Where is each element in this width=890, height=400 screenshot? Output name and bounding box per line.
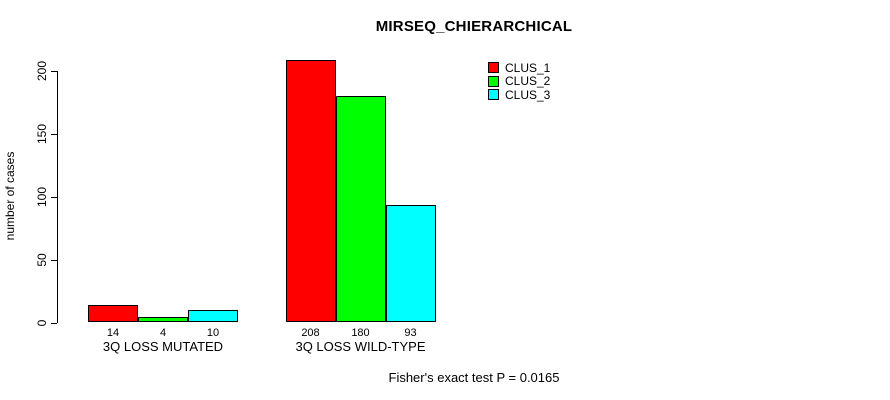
legend: CLUS_1 CLUS_2 CLUS_3 <box>488 61 550 102</box>
y-tick-label-text: 100 <box>35 186 49 207</box>
pvalue-annotation: Fisher's exact test P = 0.0165 <box>388 370 560 385</box>
legend-row-clus_1: CLUS_1 <box>488 61 550 75</box>
bar-clus_2-group1 <box>138 317 188 323</box>
legend-swatch-icon <box>488 75 499 87</box>
chart-title: MIRSEQ_CHIERARCHICAL <box>375 18 573 35</box>
group-label-1: 3Q LOSS MUTATED <box>102 339 224 354</box>
legend-row-clus_3: CLUS_3 <box>488 88 550 102</box>
legend-label: CLUS_3 <box>505 87 551 102</box>
bar-value-label: 10 <box>206 327 220 339</box>
y-tick-label-text: 50 <box>35 252 49 267</box>
y-tick-mark <box>51 259 57 261</box>
y-tick-mark <box>51 322 57 324</box>
y-tick-label-text: 0 <box>35 319 49 326</box>
bar-value-label: 4 <box>159 327 167 339</box>
y-tick-label-text: 200 <box>35 60 49 81</box>
bar-value-label: 208 <box>301 327 320 339</box>
legend-swatch-icon <box>488 89 499 101</box>
bar-clus_1-group1 <box>88 304 138 323</box>
bar-value-label: 180 <box>351 327 370 339</box>
legend-swatch-icon <box>488 62 499 74</box>
y-axis-label-text: number of cases <box>3 151 17 241</box>
legend-row-clus_2: CLUS_2 <box>488 74 551 89</box>
group-label-2: 3Q LOSS WILD-TYPE <box>295 339 426 354</box>
y-tick-mark <box>51 196 57 198</box>
bar-clus_3-group1 <box>188 309 238 323</box>
bar-clus_3-group2 <box>385 205 436 323</box>
bar-clus_1-group2 <box>285 60 336 323</box>
legend-label: CLUS_1 <box>505 60 551 75</box>
bar-value-label: 93 <box>404 327 417 339</box>
y-axis-line <box>57 70 58 323</box>
bar-clus_2-group2 <box>335 95 386 323</box>
y-tick-mark <box>51 133 57 135</box>
legend-label: CLUS_2 <box>505 74 551 89</box>
y-tick-label-text: 150 <box>35 123 49 144</box>
y-tick-mark <box>51 70 57 72</box>
bar-value-label: 14 <box>106 327 120 339</box>
